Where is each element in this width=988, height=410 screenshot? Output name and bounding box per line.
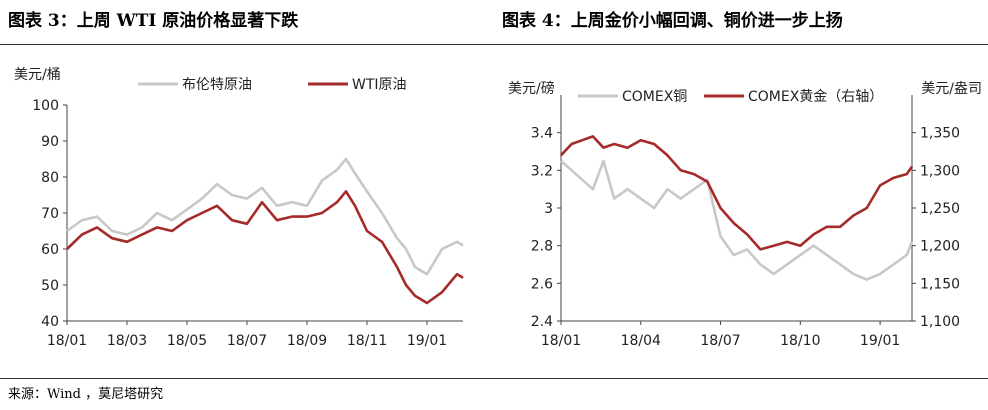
x-tick-label: 18/07 — [700, 333, 740, 349]
series-line-2 — [66, 190, 464, 305]
x-tick-label: 18/11 — [347, 333, 387, 349]
x-tick-label: 18/07 — [227, 333, 267, 349]
x-tick-label: 18/10 — [780, 333, 820, 349]
x-tick-label: 18/05 — [167, 333, 207, 349]
oil-price-chart: 40 50 60 70 80 90 100 18/01 18/03 18/05 18/07 18/09… — [14, 67, 464, 349]
y-tick-label: 60 — [41, 242, 59, 258]
y-tick-label: 40 — [41, 314, 59, 330]
y-tick-label: 70 — [41, 206, 59, 222]
y-tick-label: 100 — [32, 98, 59, 114]
top-rule — [0, 44, 988, 45]
y2-tick-label: 1,300 — [920, 163, 960, 179]
x-tick-label: 18/04 — [621, 333, 661, 349]
y-tick-label: 2.6 — [531, 276, 553, 292]
bottom-rule — [0, 378, 988, 379]
y2-tick-label: 1,350 — [920, 126, 960, 142]
y-tick-label: 50 — [41, 278, 59, 294]
y-axis-label: 美元/磅 — [508, 80, 555, 97]
y-tick-label: 3.4 — [531, 126, 553, 142]
metal-price-chart: 2.4 2.6 2.8 3 3.2 3.4 1,100 1,150 1,200 1,250 1,30… — [508, 80, 982, 349]
y-tick-label: 3 — [544, 201, 553, 217]
y-tick-label: 80 — [41, 170, 59, 186]
y2-axis-label: 美元/盎司 — [921, 81, 982, 97]
y2-tick-label: 1,100 — [920, 314, 960, 330]
source-note: 来源：Wind ，莫尼塔研究 — [8, 387, 164, 402]
x-tick-label: 19/01 — [407, 333, 447, 349]
y-axis-label: 美元/桶 — [14, 67, 61, 83]
series-line-1 — [66, 157, 464, 276]
legend-label-1: 布伦特原油 — [182, 77, 252, 93]
y2-tick-label: 1,250 — [920, 201, 960, 217]
left-chart-title: 图表 3：上周 WTI 原油价格显著下跌 — [8, 11, 299, 31]
x-tick-label: 19/01 — [860, 333, 900, 349]
y-tick-label: 3.2 — [531, 163, 553, 179]
series-line-2 — [560, 135, 914, 251]
right-chart-title: 图表 4：上周金价小幅回调、铜价进一步上扬 — [502, 11, 843, 31]
x-tick-label: 18/01 — [47, 333, 87, 349]
y-tick-label: 2.8 — [531, 239, 553, 255]
x-tick-label: 18/09 — [287, 333, 327, 349]
legend-label-1: COMEX铜 — [622, 89, 687, 105]
y-tick-label: 90 — [41, 134, 59, 150]
y2-tick-label: 1,200 — [920, 239, 960, 255]
y2-tick-label: 1,150 — [920, 276, 960, 292]
y-tick-label: 2.4 — [531, 314, 553, 330]
x-tick-label: 18/01 — [541, 333, 581, 349]
legend-label-2: COMEX黄金（右轴） — [748, 88, 883, 105]
x-tick-label: 18/03 — [107, 333, 147, 349]
series-line-1 — [560, 159, 914, 281]
legend-label-2: WTI原油 — [352, 77, 407, 93]
